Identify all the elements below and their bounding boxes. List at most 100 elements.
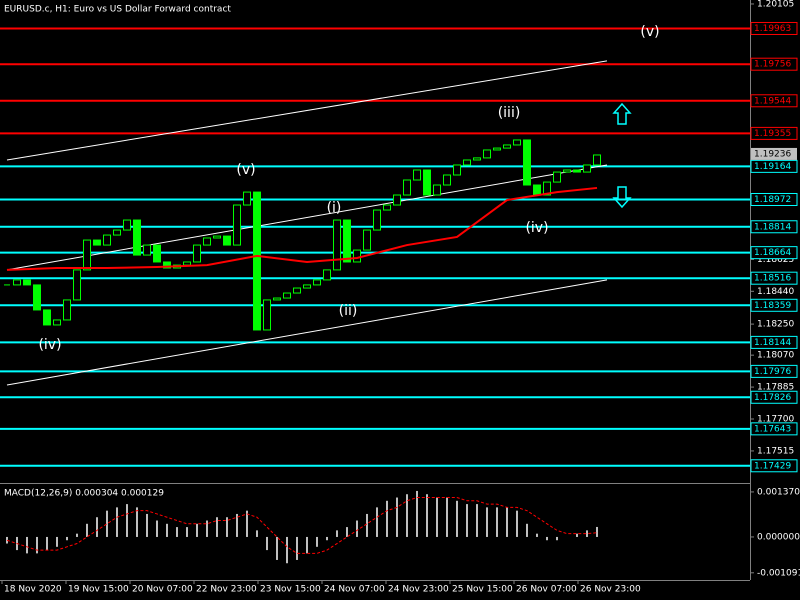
level-label: 1.19756 <box>754 60 791 70</box>
wave-label: (iv) <box>38 337 61 353</box>
level-label-box <box>750 126 798 140</box>
candle <box>303 284 311 289</box>
level-label-box <box>750 364 798 378</box>
candle <box>513 139 521 146</box>
x-tick-label: 22 Nov 23:00 <box>196 585 257 595</box>
x-tick-label: 25 Nov 15:00 <box>452 585 513 595</box>
level-label: 1.18972 <box>754 195 791 205</box>
y-tick-label: 1.17885 <box>757 383 794 393</box>
candle <box>123 219 131 231</box>
macd-title: MACD(12,26,9) 0.000304 0.000129 <box>4 489 164 499</box>
y-tick-label: 0.000000 <box>757 532 800 542</box>
candle <box>593 154 601 166</box>
candle <box>213 235 221 239</box>
candle <box>293 287 301 294</box>
candle <box>463 159 471 166</box>
candle <box>473 157 481 161</box>
channel-line <box>6 164 608 271</box>
candle <box>33 284 41 311</box>
x-tick-label: 26 Nov 07:00 <box>516 585 577 595</box>
level-label-box <box>750 246 798 260</box>
y-tick-label: 1.18625 <box>757 255 794 265</box>
arrow-up <box>612 102 632 125</box>
wave-label: (v) <box>640 24 659 40</box>
candle <box>453 164 461 176</box>
y-tick-label: 1.18440 <box>757 287 794 297</box>
level-label-box <box>750 271 798 285</box>
candle <box>323 269 331 281</box>
candle <box>523 139 531 186</box>
level-label: 1.19544 <box>754 96 791 106</box>
candle <box>103 234 111 246</box>
candle <box>353 249 361 263</box>
candle <box>233 204 241 246</box>
level-label: 1.17826 <box>754 393 791 403</box>
candle <box>483 149 491 159</box>
y-tick-label: -0.001091 <box>757 568 800 578</box>
candle <box>203 237 211 246</box>
wave-label: (i) <box>327 200 342 216</box>
arrow-down <box>612 186 632 209</box>
candle <box>443 174 451 186</box>
candle <box>43 309 51 326</box>
candle <box>93 239 101 246</box>
candle <box>193 244 201 263</box>
x-tick-label: 24 Nov 23:00 <box>388 585 449 595</box>
chart-title: EURUSD.c, H1: Euro vs US Dollar Forward … <box>4 5 231 15</box>
candle <box>563 169 571 173</box>
level-label: 1.17976 <box>754 367 791 377</box>
level-label-box <box>750 159 798 173</box>
level-label-box <box>750 390 798 404</box>
candle <box>73 269 81 301</box>
channel-line <box>6 279 608 386</box>
candle <box>23 279 31 286</box>
x-tick-label: 26 Nov 23:00 <box>580 585 641 595</box>
level-label: 1.18359 <box>754 301 791 311</box>
candle <box>243 191 251 206</box>
candle <box>383 204 391 211</box>
candle <box>63 299 71 321</box>
level-label-box <box>750 220 798 234</box>
candle <box>53 319 61 326</box>
candle <box>153 244 161 263</box>
level-label: 1.17429 <box>754 461 791 471</box>
wave-label: (iii) <box>498 105 521 121</box>
x-tick-label: 18 Nov 2020 <box>4 585 62 595</box>
signal-line <box>6 497 598 554</box>
candle <box>503 144 511 149</box>
current-price-label: 1.19236 <box>754 149 791 159</box>
candle <box>573 169 581 173</box>
candle <box>333 219 341 271</box>
level-label: 1.19355 <box>754 129 791 139</box>
candle <box>163 261 171 269</box>
x-tick-label: 19 Nov 15:00 <box>68 585 129 595</box>
wave-label: (iv) <box>525 220 548 236</box>
y-tick-label: 1.18250 <box>757 320 794 330</box>
candle <box>263 299 271 331</box>
y-tick-label: 0.001370 <box>757 487 800 497</box>
candle <box>533 184 541 196</box>
candle <box>83 239 91 271</box>
candle <box>583 164 591 173</box>
candle <box>393 194 401 206</box>
candle <box>423 169 431 196</box>
channel-line <box>6 60 608 161</box>
level-label: 1.17643 <box>754 424 791 434</box>
level-label-box <box>750 422 798 436</box>
candle <box>273 297 281 301</box>
candle <box>373 209 381 231</box>
candle <box>403 179 411 196</box>
candle <box>363 229 371 251</box>
wave-label: (ii) <box>339 303 358 319</box>
current-price-box <box>751 147 797 160</box>
candle <box>183 261 191 266</box>
candle <box>343 219 351 263</box>
candle <box>313 279 321 286</box>
candle <box>223 235 231 246</box>
level-label: 1.18814 <box>754 222 791 232</box>
wave-label: (v) <box>236 162 255 178</box>
level-label: 1.18516 <box>754 274 791 284</box>
